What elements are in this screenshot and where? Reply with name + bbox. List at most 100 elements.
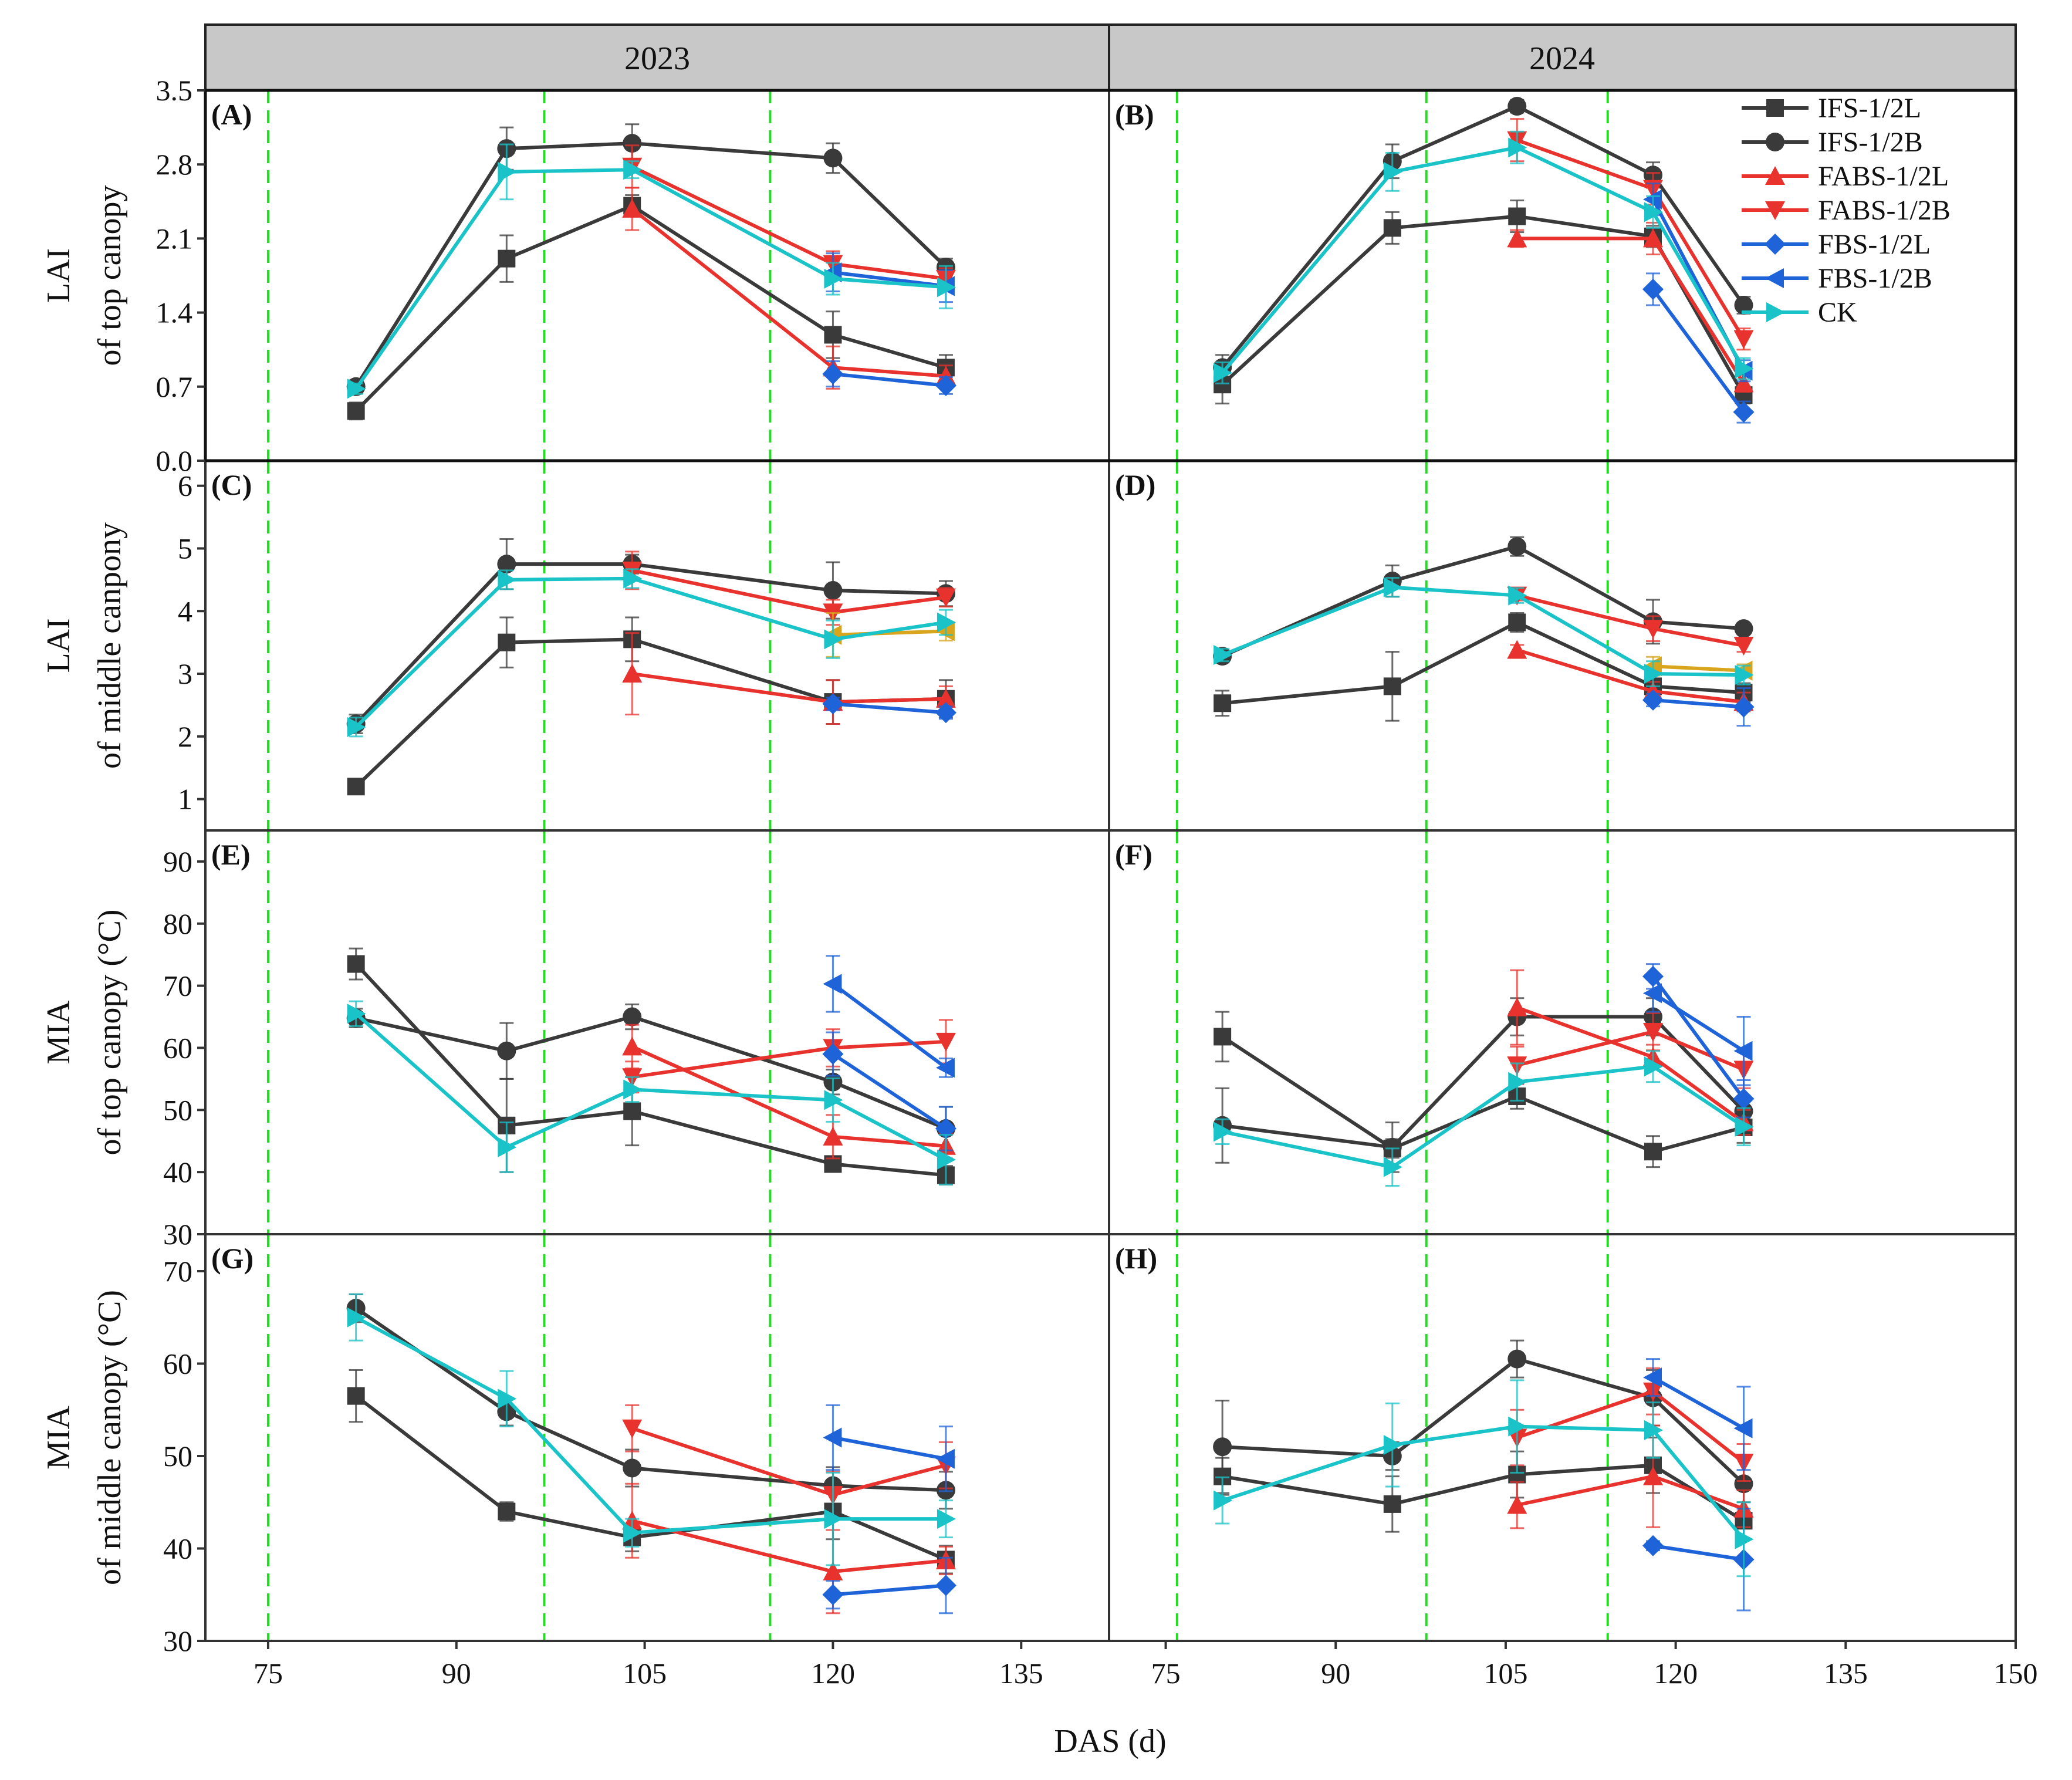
series-line bbox=[1222, 1065, 1745, 1169]
series-fabs-1-2l bbox=[1507, 1424, 1754, 1529]
data-point bbox=[498, 1137, 517, 1157]
panel-label: (E) bbox=[211, 838, 251, 871]
series-ifs-1-2b bbox=[346, 1293, 955, 1510]
data-point bbox=[1643, 983, 1662, 1004]
series-fabs-1-2l bbox=[622, 1482, 956, 1615]
panel-label: (B) bbox=[1115, 98, 1154, 131]
series-fbs-1-2b bbox=[1643, 974, 1753, 1086]
data-point bbox=[622, 198, 643, 218]
y-tick-label: 4 bbox=[178, 595, 192, 627]
legend-item-ifs-1-2l: IFS-1/2L bbox=[1742, 93, 1921, 124]
y-tick-label: 6 bbox=[178, 470, 192, 502]
panel-label: (A) bbox=[211, 98, 252, 131]
y-axis-label: of top canopy bbox=[92, 185, 128, 366]
data-point bbox=[1508, 1416, 1527, 1437]
data-point bbox=[935, 588, 956, 607]
data-point bbox=[1733, 330, 1754, 349]
series-fbs-1-2l bbox=[822, 693, 956, 724]
series-fbs-1-2l bbox=[1642, 1508, 1755, 1612]
legend-label: FBS-1/2B bbox=[1818, 263, 1932, 294]
series-line bbox=[1652, 698, 1744, 709]
series-line bbox=[1651, 975, 1745, 1100]
series-line bbox=[354, 204, 947, 413]
data-point bbox=[1733, 373, 1754, 393]
data-point bbox=[622, 1036, 643, 1056]
panel-frame bbox=[204, 829, 1110, 1235]
legend-marker bbox=[1765, 268, 1784, 288]
series-fbs-1-2b bbox=[823, 1404, 955, 1492]
y-tick-label: 0.0 bbox=[156, 444, 193, 477]
strip-background-2023 bbox=[204, 23, 1110, 92]
data-point bbox=[823, 1561, 843, 1580]
data-point bbox=[937, 612, 956, 633]
series-ifs-1-2b bbox=[1213, 1339, 1753, 1512]
data-point bbox=[1733, 696, 1755, 718]
data-point bbox=[1383, 577, 1402, 597]
series-fbs-1-2b bbox=[1643, 1358, 1753, 1471]
y-tick-label: 80 bbox=[163, 907, 192, 940]
series-line bbox=[354, 168, 947, 390]
series-line bbox=[833, 629, 947, 637]
data-point bbox=[347, 1307, 366, 1328]
series-line bbox=[833, 372, 947, 387]
legend-label: IFS-1/2B bbox=[1818, 127, 1923, 158]
data-point bbox=[1734, 619, 1753, 639]
data-point bbox=[1383, 219, 1401, 237]
series-line bbox=[1652, 991, 1745, 1053]
data-point bbox=[1507, 640, 1527, 659]
data-point bbox=[824, 629, 843, 650]
series-ifs-1-2l bbox=[347, 947, 955, 1185]
series-ck bbox=[1214, 1050, 1754, 1187]
series-ck bbox=[347, 143, 956, 399]
legend-label: CK bbox=[1818, 297, 1857, 328]
data-point bbox=[623, 1458, 642, 1478]
series-ifs-1-2b bbox=[346, 1003, 955, 1151]
data-point bbox=[347, 402, 365, 420]
series-line bbox=[832, 1436, 947, 1461]
y-tick-label: 5 bbox=[178, 532, 192, 565]
data-point bbox=[1733, 637, 1754, 656]
y-tick-label: 3 bbox=[178, 657, 192, 690]
series-line bbox=[1651, 288, 1745, 413]
data-point bbox=[824, 1509, 843, 1529]
data-point bbox=[935, 374, 956, 396]
panel-c: (C) bbox=[211, 461, 956, 830]
series-line bbox=[1652, 1543, 1744, 1562]
series-ck bbox=[1214, 577, 1754, 687]
y-tick-label: 2.8 bbox=[156, 148, 193, 181]
x-tick-label: 105 bbox=[623, 1657, 667, 1690]
data-point bbox=[622, 1419, 643, 1438]
y-tick-label: 1.4 bbox=[156, 296, 193, 329]
series-fbs-1-2b bbox=[823, 612, 955, 658]
data-point bbox=[1734, 295, 1753, 315]
data-point bbox=[935, 702, 956, 724]
data-point bbox=[347, 717, 366, 737]
strip-background-2024 bbox=[1108, 23, 2017, 92]
data-point bbox=[498, 249, 516, 268]
panel-label: (D) bbox=[1115, 468, 1155, 501]
data-point bbox=[937, 1509, 956, 1529]
legend-item-ifs-1-2b: IFS-1/2B bbox=[1742, 127, 1923, 158]
data-point bbox=[1644, 1143, 1662, 1161]
data-point bbox=[937, 1149, 956, 1170]
data-point bbox=[1735, 359, 1754, 379]
data-point bbox=[823, 581, 843, 600]
series-line bbox=[1652, 1376, 1745, 1430]
data-point bbox=[1383, 1157, 1402, 1177]
data-point bbox=[822, 363, 844, 385]
panel-e: (E) bbox=[211, 830, 956, 1234]
y-axis-label: MIA bbox=[40, 1000, 77, 1064]
y-tick-label: 40 bbox=[163, 1156, 192, 1188]
legend-label: FBS-1/2L bbox=[1818, 229, 1931, 260]
series-ck bbox=[1214, 130, 1754, 384]
legend-item-fbs-1-2b: FBS-1/2B bbox=[1742, 263, 1932, 294]
legend-item-fabs-1-2b: FABS-1/2B bbox=[1742, 195, 1951, 226]
series-line bbox=[833, 1583, 947, 1597]
series-fabs-1-2b bbox=[1507, 1367, 1754, 1482]
data-point bbox=[622, 664, 643, 683]
panel-frame bbox=[1108, 1233, 2017, 1642]
y-tick-label: 30 bbox=[163, 1218, 192, 1251]
series-ifs-1-2b bbox=[346, 123, 955, 396]
data-point bbox=[1642, 278, 1664, 300]
data-point bbox=[1644, 664, 1663, 684]
